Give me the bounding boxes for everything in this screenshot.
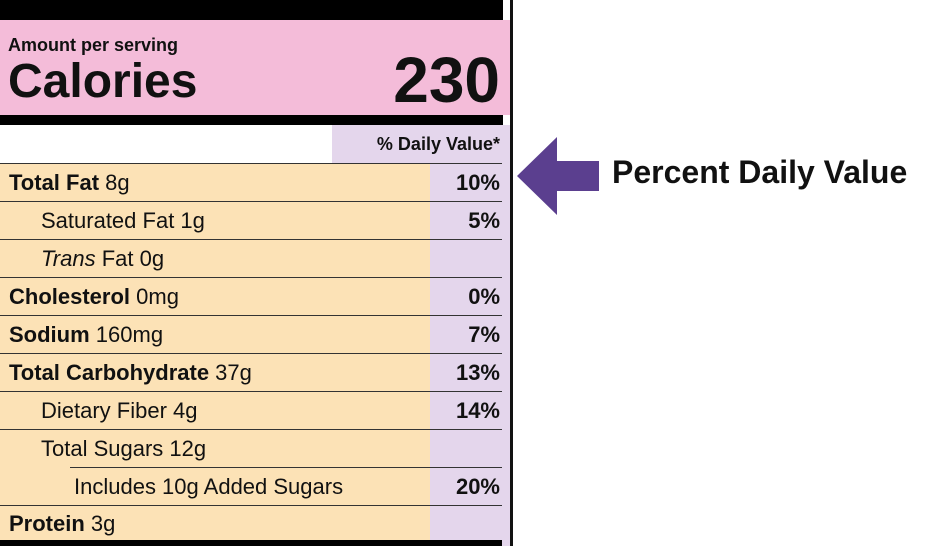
nutrient-name: Trans Fat 0g [41, 246, 165, 271]
left-arrow-icon [517, 137, 599, 215]
daily-value: 10% [455, 170, 500, 195]
nutrient-column-bg [0, 163, 430, 546]
daily-value: 5% [468, 208, 500, 233]
daily-value: 20% [455, 474, 500, 499]
nutrient-row-cholesterol: Cholesterol 0mg 0% [0, 277, 502, 315]
calories-value: 230 [393, 44, 500, 116]
calories-label: Calories [8, 55, 198, 108]
nutrient-name: Total Sugars 12g [41, 436, 207, 461]
daily-value: 7% [468, 322, 500, 347]
nutrient-row-total-fat: Total Fat 8g 10% [0, 163, 502, 201]
daily-value-header: % Daily Value* [332, 125, 510, 163]
nutrient-row-total-sugars: Total Sugars 12g [0, 429, 502, 467]
nutrient-name: Cholesterol 0mg [9, 284, 179, 309]
nutrient-row-protein: Protein 3g [0, 505, 502, 540]
thick-rule [0, 115, 503, 125]
daily-value-column-bg [430, 163, 510, 546]
top-rule [0, 0, 503, 20]
label-right-border [510, 0, 513, 546]
daily-value: 13% [455, 360, 500, 385]
nutrient-name: Sodium 160mg [9, 322, 164, 347]
nutrient-row-saturated-fat: Saturated Fat 1g 5% [0, 201, 502, 239]
daily-value: 14% [455, 398, 500, 423]
amount-per-serving: Amount per serving [8, 35, 179, 55]
calories-section: Amount per serving Calories 230 [0, 20, 510, 116]
nutrient-name: Saturated Fat 1g [41, 208, 205, 233]
nutrient-name: Total Fat 8g [9, 170, 130, 195]
nutrient-name: Protein 3g [9, 511, 116, 536]
nutrient-row-added-sugars: Includes 10g Added Sugars 20% [70, 467, 502, 505]
nutrient-name: Total Carbohydrate 37g [9, 360, 252, 385]
nutrient-row-dietary-fiber: Dietary Fiber 4g 14% [0, 391, 502, 429]
nutrient-row-trans-fat: Trans Fat 0g [0, 239, 502, 277]
nutrient-row-total-carbohydrate: Total Carbohydrate 37g 13% [0, 353, 502, 391]
bottom-rule [0, 540, 502, 546]
nutrient-rows: Total Fat 8g 10% Saturated Fat 1g 5% Tra… [0, 163, 510, 546]
nutrient-name: Dietary Fiber 4g [41, 398, 198, 423]
nutrition-label: Amount per serving Calories 230 % Daily … [0, 0, 513, 546]
nutrient-name: Includes 10g Added Sugars [74, 474, 344, 499]
daily-value: 0% [468, 284, 500, 309]
percent-daily-value-callout: Percent Daily Value [612, 154, 908, 190]
nutrient-row-sodium: Sodium 160mg 7% [0, 315, 502, 353]
